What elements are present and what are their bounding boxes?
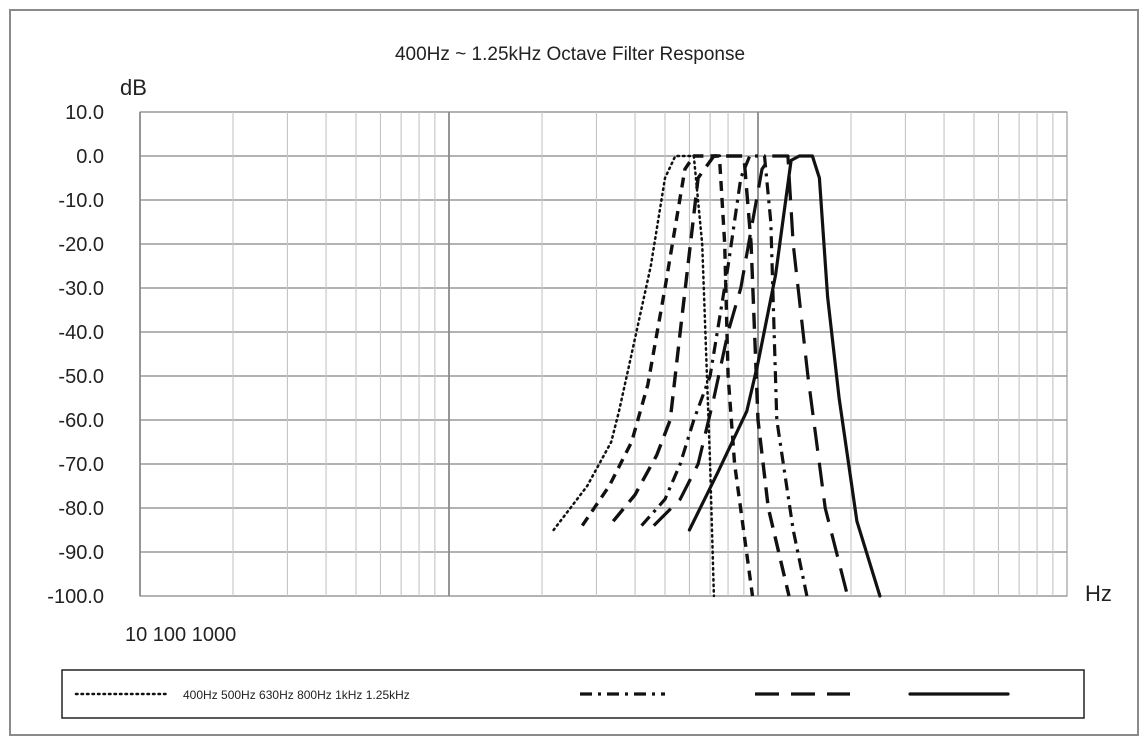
y-tick-label: -100.0 — [47, 586, 104, 608]
series-line-500hz — [580, 154, 755, 597]
y-tick-label: -10.0 — [58, 190, 104, 212]
series-group — [552, 154, 882, 598]
y-tick-labels: 10.0 0.0 -10.0 -20.0 -30.0 -40.0 -50.0 -60.0 -70… — [47, 102, 104, 608]
chart-frame — [9, 9, 1139, 736]
series-line-400hz — [552, 154, 716, 598]
plot-area — [139, 111, 1068, 597]
legend-text: 400Hz 500Hz 630Hz 800Hz 1kHz 1.25kHz — [183, 688, 410, 702]
y-tick-label: 0.0 — [76, 146, 104, 168]
y-tick-label: -50.0 — [58, 366, 104, 388]
series-line-630hz — [611, 154, 791, 597]
y-axis-label: dB — [120, 75, 147, 100]
x-tick-labels: 10 100 1000 — [125, 624, 236, 646]
y-tick-label: -20.0 — [58, 234, 104, 256]
y-tick-label: -40.0 — [58, 322, 104, 344]
series-line-800hz — [640, 154, 809, 597]
x-axis-label: Hz — [1085, 581, 1112, 606]
y-tick-label: -70.0 — [58, 454, 104, 476]
y-tick-label: -60.0 — [58, 410, 104, 432]
y-tick-label: -80.0 — [58, 498, 104, 520]
y-tick-label: 10.0 — [65, 102, 104, 124]
grid — [139, 111, 1067, 597]
chart-title: 400Hz ~ 1.25kHz Octave Filter Response — [395, 44, 745, 65]
y-tick-label: -30.0 — [58, 278, 104, 300]
series-line-1-25khz — [687, 154, 882, 598]
y-tick-label: -90.0 — [58, 542, 104, 564]
series-line-1khz — [652, 154, 850, 597]
